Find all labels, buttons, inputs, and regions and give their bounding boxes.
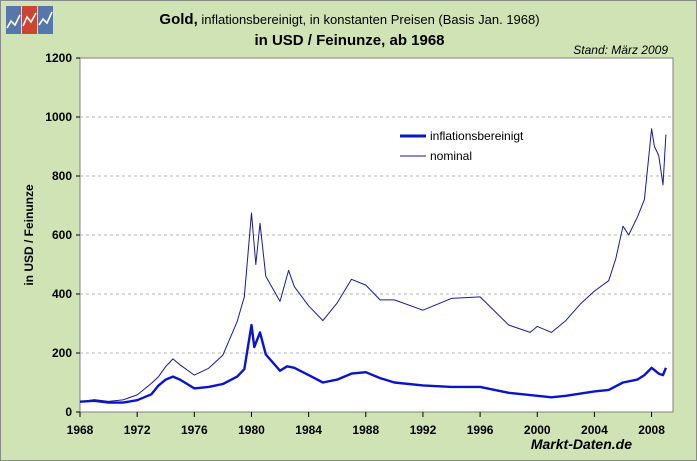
y-axis-label: in USD / Feinunze xyxy=(22,184,36,286)
y-tick-label: 400 xyxy=(52,287,72,301)
x-tick-label: 1980 xyxy=(238,423,265,437)
chart-subtitle: in USD / Feinunze, ab 1968 xyxy=(254,32,445,49)
y-tick-label: 200 xyxy=(52,346,72,360)
x-tick-label: 1996 xyxy=(467,423,494,437)
markt-daten-logo-icon xyxy=(6,6,53,34)
series-line-nominal xyxy=(79,128,667,403)
series-line-inflationsbereinigt xyxy=(79,323,668,404)
stand-date: Stand: März 2009 xyxy=(573,43,668,57)
legend-entry: nominal xyxy=(430,149,472,163)
y-tick-label: 800 xyxy=(52,169,72,183)
y-tick-label: 1000 xyxy=(45,110,72,124)
x-tick-label: 1988 xyxy=(352,423,379,437)
chart-title: Gold, inflationsbereinigt, in konstanten… xyxy=(1,11,697,28)
x-tick-label: 1972 xyxy=(124,423,151,437)
x-tick-label: 2000 xyxy=(524,423,551,437)
y-tick-label: 0 xyxy=(65,405,72,419)
x-tick-label: 1976 xyxy=(181,423,208,437)
y-tick-label: 1200 xyxy=(45,51,72,65)
x-tick-label: 1992 xyxy=(410,423,437,437)
source-label: Markt-Daten.de xyxy=(530,436,632,452)
title-bold: Gold, xyxy=(159,11,198,28)
x-tick-label: 1984 xyxy=(295,423,322,437)
title-rest: inflationsbereinigt, in konstanten Preis… xyxy=(201,12,540,27)
x-tick-label: 2008 xyxy=(638,423,665,437)
x-tick-label: 1968 xyxy=(67,423,94,437)
y-tick-label: 600 xyxy=(52,228,72,242)
x-tick-label: 2004 xyxy=(581,423,608,437)
legend-entry: inflationsbereinigt xyxy=(430,129,524,143)
